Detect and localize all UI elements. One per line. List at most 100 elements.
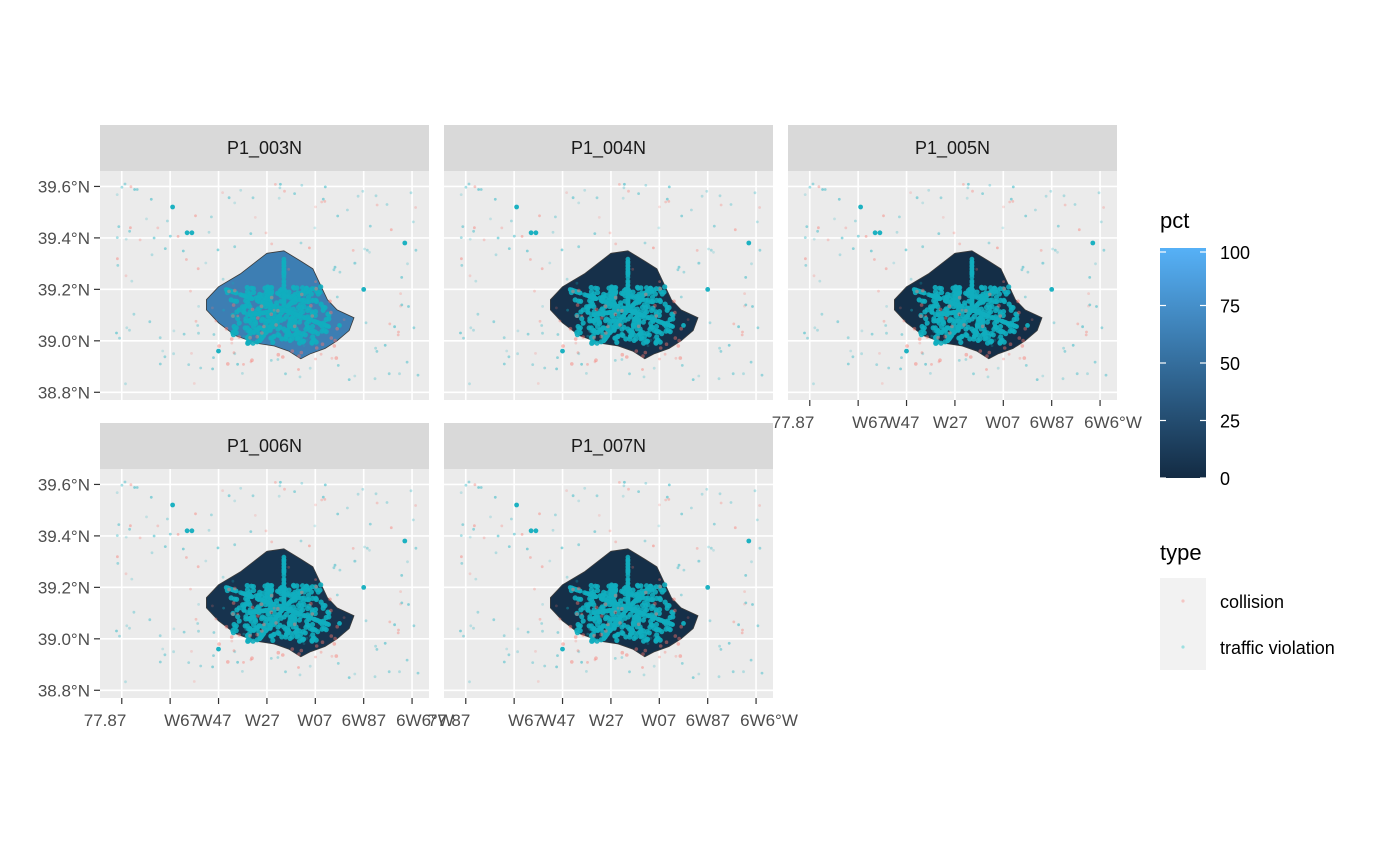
- violation-point: [468, 237, 472, 241]
- violation-point: [579, 316, 585, 322]
- violation-point: [236, 307, 242, 313]
- violation-point: [805, 225, 809, 229]
- violation-point: [516, 650, 519, 654]
- violation-point: [1104, 373, 1108, 377]
- collision-point: [573, 635, 578, 639]
- violation-point: [717, 377, 721, 381]
- violation-point: [599, 604, 605, 610]
- colorbar-tick-label: 25: [1220, 412, 1240, 432]
- violation-point: [1088, 276, 1092, 279]
- violation-point: [336, 214, 340, 218]
- violation-point: [938, 340, 944, 346]
- violation-point: [690, 208, 693, 212]
- violation-point: [120, 483, 124, 487]
- violation-point: [599, 298, 605, 304]
- facet-panel: P1_006N39.6°N39.4°N39.2°N39.0°N38.8°N77.…: [38, 423, 454, 730]
- violation-point: [621, 196, 625, 200]
- violation-point: [717, 675, 721, 679]
- violation-point: [821, 188, 824, 191]
- violation-point: [512, 532, 516, 536]
- violation-point: [189, 528, 195, 534]
- collision-point: [952, 231, 956, 235]
- violation-point: [271, 631, 277, 637]
- violation-point: [576, 596, 582, 602]
- collision-point: [592, 335, 596, 340]
- violation-point: [744, 601, 748, 605]
- violation-point: [460, 264, 464, 267]
- violation-point: [577, 499, 581, 503]
- violation-point: [400, 276, 404, 279]
- violation-point: [589, 633, 595, 639]
- violation-point: [373, 675, 377, 679]
- collision-point: [283, 189, 286, 193]
- violation-point: [649, 636, 653, 640]
- violation-point: [132, 610, 136, 614]
- violation-point: [232, 298, 238, 304]
- violation-point: [712, 250, 715, 254]
- violation-point: [346, 506, 349, 510]
- violation-point: [300, 629, 306, 635]
- violation-point: [644, 331, 650, 337]
- collision-point: [283, 487, 286, 491]
- violation-point: [1021, 265, 1025, 269]
- violation-point: [995, 317, 1000, 322]
- x-tick-label: W67: [852, 413, 887, 432]
- violation-point: [581, 323, 584, 326]
- violation-point: [282, 589, 286, 593]
- violation-point: [135, 188, 139, 191]
- violation-point: [1071, 343, 1075, 347]
- violation-point: [644, 629, 650, 635]
- violation-point: [309, 607, 315, 613]
- collision-point: [658, 357, 661, 361]
- violation-point: [299, 304, 305, 310]
- violation-point: [253, 618, 259, 625]
- collision-point: [594, 656, 598, 660]
- collision-point: [538, 617, 542, 621]
- violation-point: [928, 304, 934, 310]
- violation-point: [347, 378, 351, 381]
- violation-point: [393, 623, 396, 627]
- collision-point: [233, 586, 237, 591]
- violation-point: [996, 366, 1000, 370]
- collision-point: [274, 323, 278, 327]
- collision-point: [618, 183, 621, 186]
- violation-point: [507, 355, 511, 359]
- violation-point: [899, 367, 902, 371]
- violation-point: [744, 303, 748, 307]
- collision-point: [957, 312, 962, 317]
- violation-point: [583, 486, 587, 490]
- violation-point: [365, 546, 369, 550]
- violation-point: [1062, 194, 1066, 198]
- violation-point: [300, 183, 304, 187]
- violation-point: [145, 217, 148, 221]
- collision-point: [580, 314, 584, 318]
- violation-point: [233, 352, 237, 356]
- violation-point: [184, 230, 190, 236]
- violation-point: [245, 633, 251, 639]
- violation-point: [1024, 364, 1028, 367]
- violation-point: [653, 329, 659, 335]
- violation-point: [640, 628, 646, 634]
- collision-point: [297, 652, 301, 656]
- collision-point: [211, 604, 214, 608]
- violation-point: [232, 613, 236, 617]
- violation-point: [249, 594, 255, 599]
- violation-point: [310, 334, 316, 340]
- violation-point: [697, 261, 700, 265]
- violation-point: [1041, 261, 1045, 265]
- x-tick-label: 6W6°W: [740, 711, 798, 730]
- collision-point: [947, 304, 952, 309]
- violation-point: [290, 284, 297, 290]
- violation-point: [997, 323, 1004, 330]
- violation-point: [184, 528, 190, 534]
- collision-point: [915, 289, 919, 294]
- violation-point: [245, 638, 251, 644]
- collision-point: [581, 335, 585, 339]
- violation-point: [612, 593, 618, 599]
- violation-point: [120, 185, 124, 189]
- violation-point: [625, 274, 631, 280]
- violation-point: [920, 315, 924, 319]
- collision-point: [604, 629, 608, 633]
- collision-point: [899, 306, 902, 310]
